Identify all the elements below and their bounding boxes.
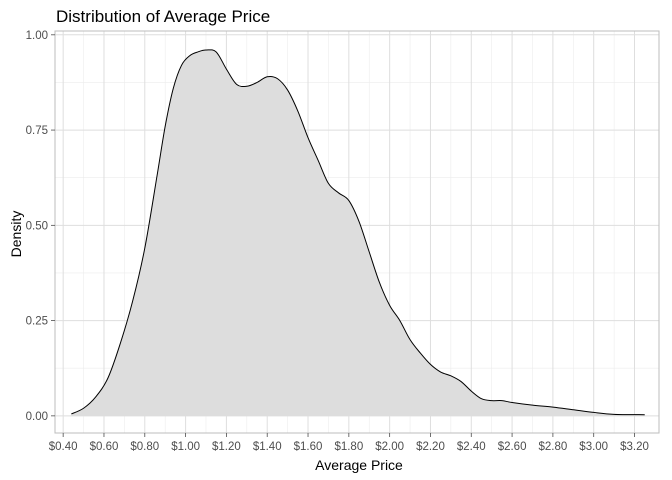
y-tick-label: 0.25	[26, 316, 48, 328]
y-tick-label: 1.00	[26, 30, 48, 42]
x-tick-label: $1.80	[334, 441, 363, 453]
x-tick-label: $2.20	[416, 441, 445, 453]
x-tick-label: $1.40	[253, 441, 282, 453]
x-tick-label: $1.60	[294, 441, 323, 453]
x-tick-label: $2.80	[539, 441, 568, 453]
x-tick-label: $2.40	[457, 441, 486, 453]
x-tick-label: $1.20	[212, 441, 241, 453]
density-fill	[71, 49, 645, 416]
chart-title: Distribution of Average Price	[56, 7, 270, 26]
y-tick-label: 0.00	[26, 411, 48, 423]
x-tick-label: $2.00	[375, 441, 404, 453]
x-tick-label: $3.20	[620, 441, 649, 453]
x-axis-title: Average Price	[315, 457, 403, 473]
axis-ticks: $0.40 $0.60 $0.80 $1.00 $1.20 $1.40 $1.60 $1.80…	[26, 30, 649, 453]
y-tick-label: 0.75	[26, 125, 48, 137]
density-area	[71, 49, 645, 416]
x-tick-label: $0.60	[90, 441, 119, 453]
y-axis-title: Density	[8, 211, 24, 258]
x-tick-label: $1.00	[171, 441, 200, 453]
density-line	[71, 49, 645, 416]
y-tick-label: 0.50	[26, 220, 48, 232]
x-tick-label: $0.40	[49, 441, 78, 453]
panel-border	[54, 30, 660, 434]
x-tick-label: $2.60	[498, 441, 527, 453]
x-tick-label: $3.00	[579, 441, 608, 453]
x-tick-label: $0.80	[130, 441, 159, 453]
